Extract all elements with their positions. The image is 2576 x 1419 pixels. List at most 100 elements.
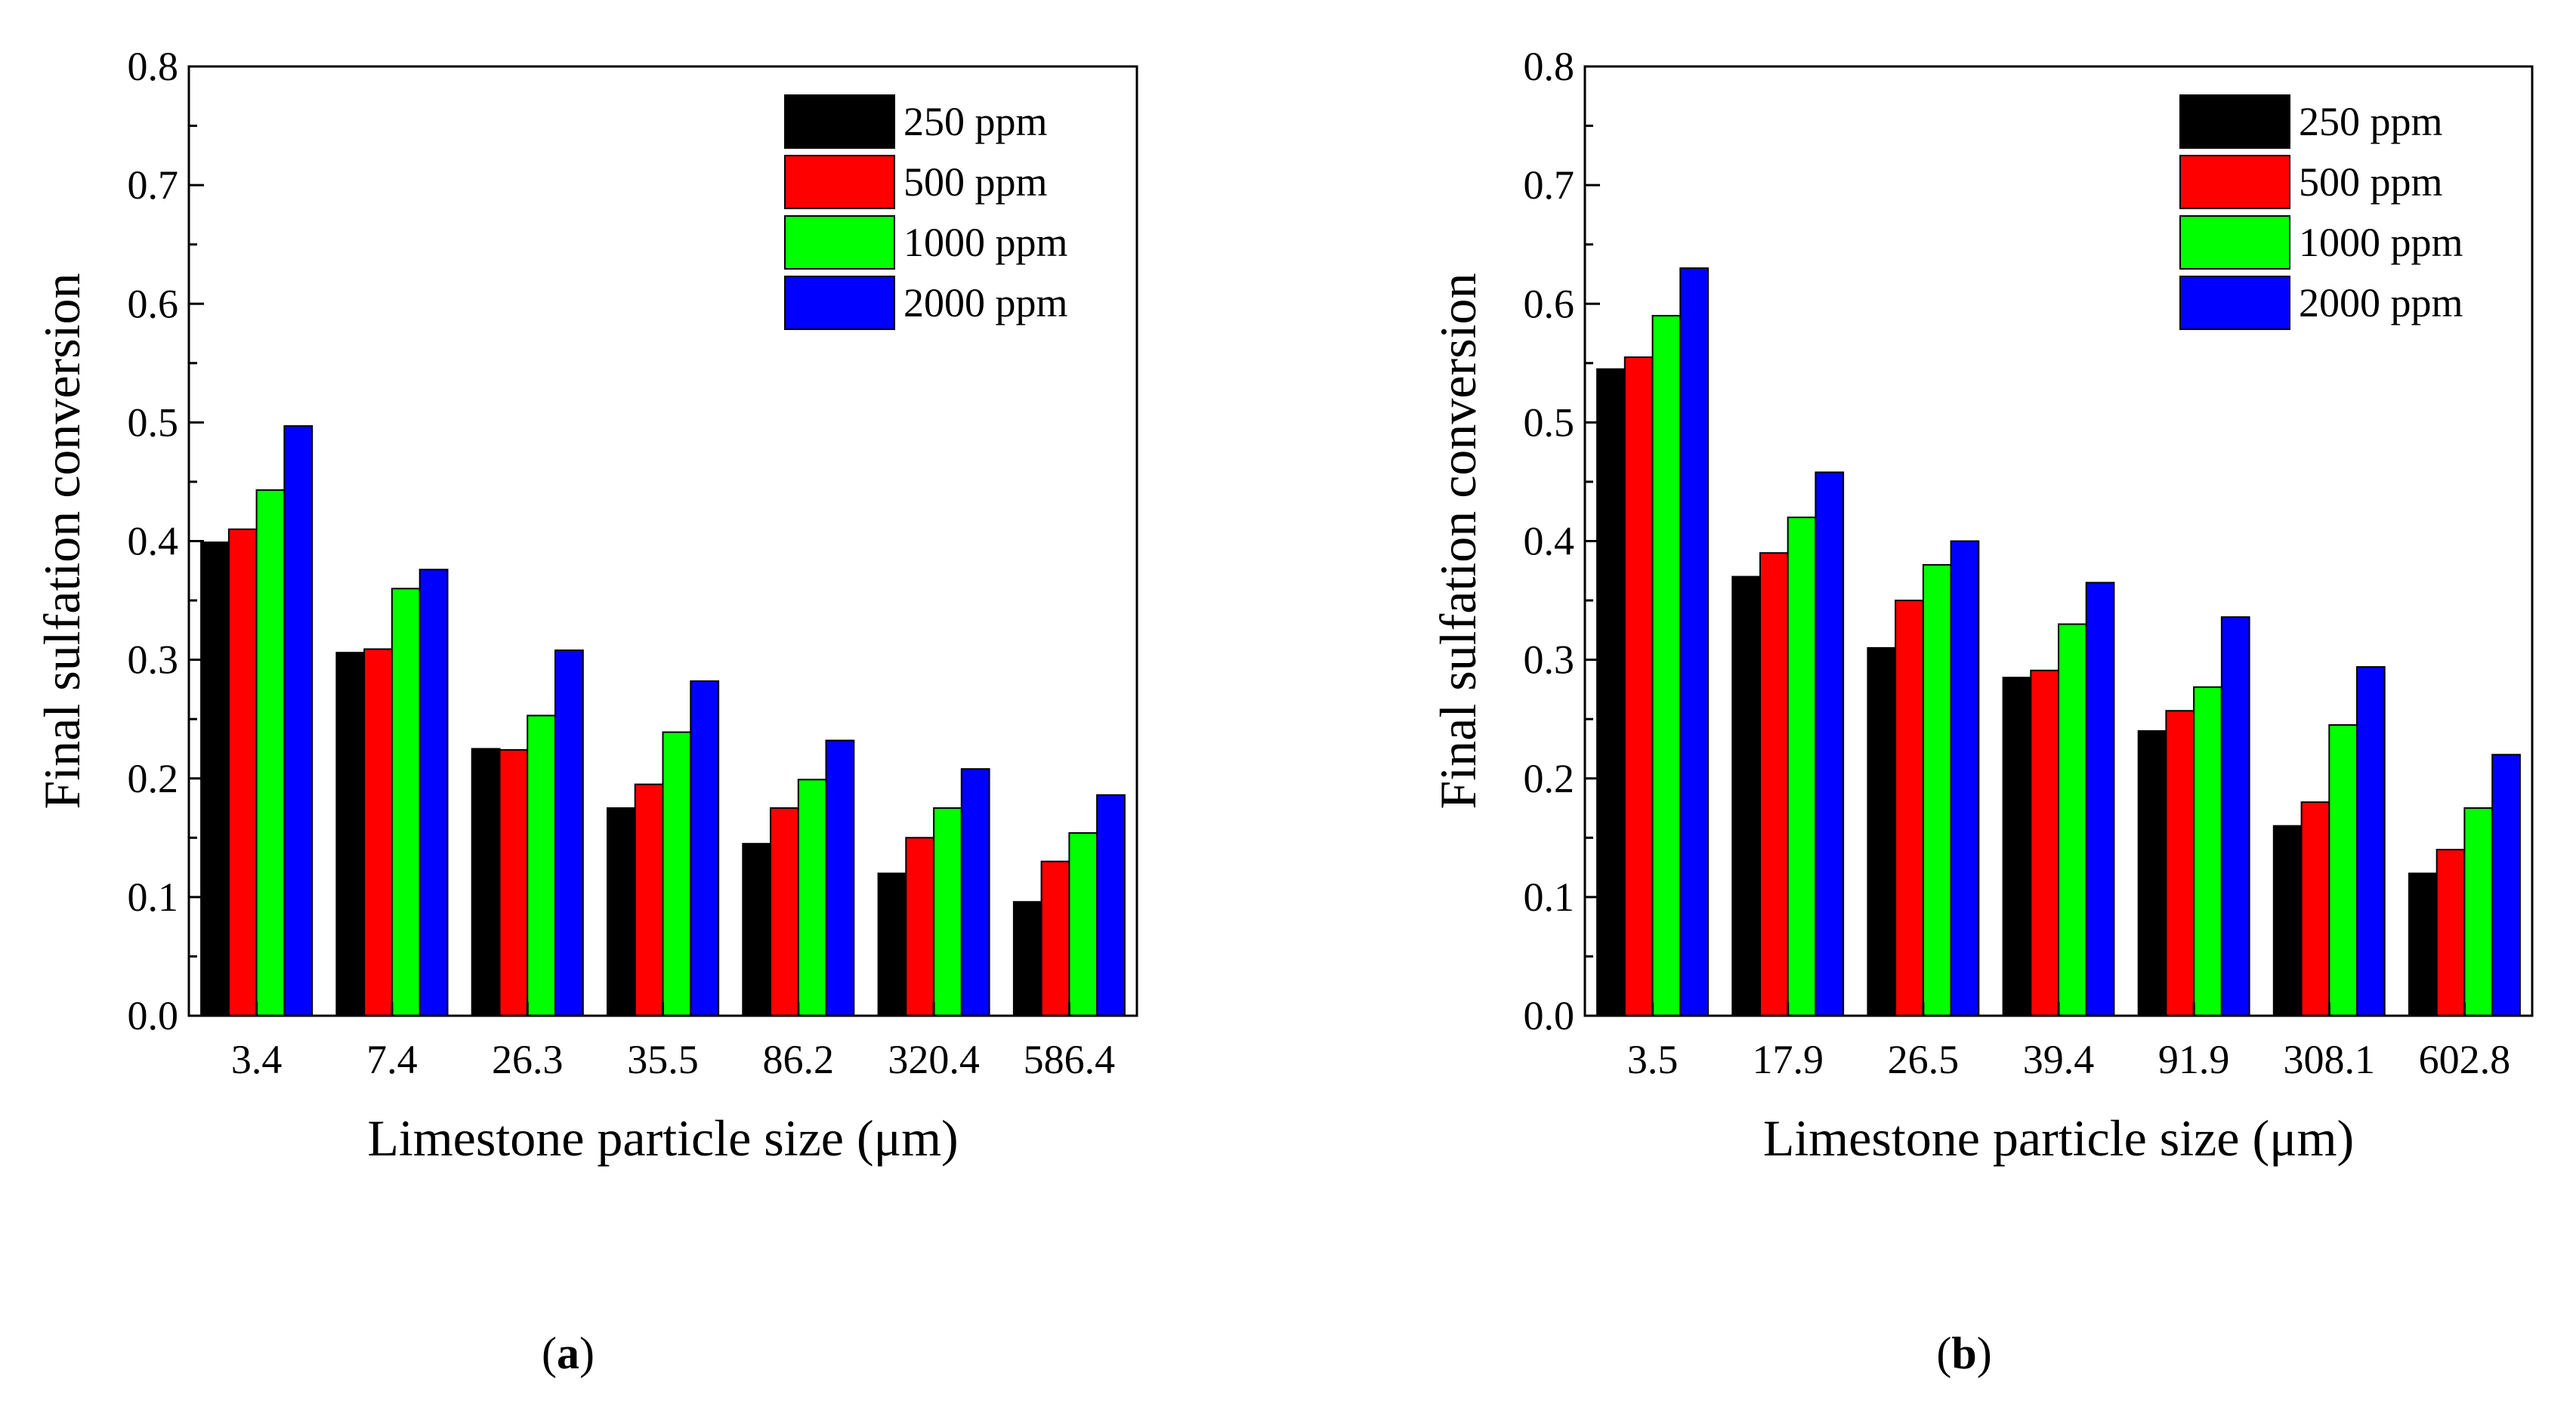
bar-2000-ppm-320-4 <box>960 768 990 1016</box>
bar-250-ppm-35-5 <box>607 807 636 1016</box>
legend-label-1000-ppm: 1000 ppm <box>2299 220 2463 265</box>
x-tick-label-35-5: 35.5 <box>627 1037 699 1082</box>
bar-500-ppm-3-4 <box>227 528 258 1016</box>
bar-500-ppm-26-3 <box>499 749 529 1016</box>
y-tick-label: 0.3 <box>1524 637 1575 683</box>
bar-2000-ppm-17-9 <box>1815 471 1845 1016</box>
y-tick-label: 0.6 <box>128 281 179 326</box>
x-tick-label-17-9: 17.9 <box>1752 1037 1824 1082</box>
legend-label-1000-ppm: 1000 ppm <box>903 220 1068 265</box>
bar-500-ppm-320-4 <box>905 837 935 1017</box>
x-tick-label-3-4: 3.4 <box>231 1037 283 1082</box>
legend-swatch-1000-ppm <box>2179 215 2290 270</box>
legend-swatch-500-ppm <box>2179 155 2290 209</box>
legend: 250 ppm 500 ppm 1000 ppm 2000 ppm <box>2179 94 2463 330</box>
legend-swatch-2000-ppm <box>784 276 895 330</box>
bar-500-ppm-3-5 <box>1623 356 1654 1016</box>
x-tick-label-26-5: 26.5 <box>1888 1037 1960 1082</box>
bar-250-ppm-7-4 <box>335 652 366 1016</box>
bar-2000-ppm-91-9 <box>2220 616 2250 1016</box>
panel-label-b-letter: b <box>1951 1328 1976 1378</box>
chart-panel-a: 0.0 0.1 0.2 0.3 0.4 0.5 0.6 0.7 0.8 3.4 7.4 26.3 35… <box>33 44 1138 1378</box>
bar-500-ppm-91-9 <box>2165 710 2195 1016</box>
legend-label-500-ppm: 500 ppm <box>903 159 1048 205</box>
legend-label-250-ppm: 250 ppm <box>2299 99 2443 144</box>
bar-2000-ppm-308-1 <box>2356 666 2386 1016</box>
bar-500-ppm-602-8 <box>2435 849 2466 1016</box>
bar-250-ppm-3-4 <box>200 541 230 1016</box>
bar-250-ppm-3-5 <box>1596 368 1626 1016</box>
bar-2000-ppm-7-4 <box>419 569 449 1016</box>
bars-group <box>1596 267 2521 1017</box>
bar-1000-ppm-586-4 <box>1068 832 1098 1016</box>
chart-panel-b: 0.00.10.20.30.40.50.60.70.8 3.5 17.9 26.5 3… <box>1429 44 2534 1378</box>
bar-2000-ppm-86-2 <box>825 739 855 1016</box>
legend-swatch-500-ppm <box>784 155 895 209</box>
y-tick-label: 0.1 <box>1524 875 1575 920</box>
bar-2000-ppm-3-4 <box>283 425 314 1016</box>
y-tick-label: 0.2 <box>128 756 179 801</box>
y-tick-label: 0.7 <box>1524 162 1575 208</box>
legend-label-2000-ppm: 2000 ppm <box>2299 280 2463 325</box>
bar-250-ppm-91-9 <box>2137 730 2167 1017</box>
bar-1000-ppm-602-8 <box>2463 807 2494 1016</box>
y-axis-label: Final sulfation conversion <box>1429 273 1487 809</box>
x-axis-ticks: 3.5 17.9 26.5 39.4 91.9 308.1 602.8 <box>1627 1002 2510 1082</box>
y-tick-label: 0.3 <box>128 637 179 683</box>
bar-250-ppm-320-4 <box>877 872 907 1016</box>
y-tick-label: 0.7 <box>128 162 179 208</box>
bar-500-ppm-308-1 <box>2300 801 2330 1016</box>
bar-1000-ppm-35-5 <box>662 731 692 1016</box>
legend-label-2000-ppm: 2000 ppm <box>903 280 1068 325</box>
legend-swatch-1000-ppm <box>784 215 895 270</box>
x-tick-label-86-2: 86.2 <box>763 1037 835 1082</box>
legend: 250 ppm 500 ppm 1000 ppm 2000 ppm <box>784 94 1068 330</box>
legend-swatch-250-ppm <box>2179 94 2290 149</box>
bar-2000-ppm-3-5 <box>1679 267 1710 1017</box>
bar-2000-ppm-586-4 <box>1096 794 1126 1016</box>
bar-250-ppm-308-1 <box>2272 825 2303 1016</box>
bar-250-ppm-26-5 <box>1867 646 1897 1017</box>
y-axis-ticks: 0.0 0.1 0.2 0.3 0.4 0.5 0.6 0.7 0.8 <box>1524 44 1600 1038</box>
bar-1000-ppm-308-1 <box>2328 724 2358 1016</box>
panel-label-a: (a) <box>542 1328 595 1378</box>
bar-1000-ppm-7-4 <box>391 588 421 1016</box>
bar-2000-ppm-26-3 <box>554 649 584 1016</box>
x-tick-label-602-8: 602.8 <box>2419 1037 2511 1082</box>
bar-1000-ppm-320-4 <box>933 807 962 1016</box>
y-tick-label: 0.0 <box>128 993 179 1038</box>
bar-1000-ppm-91-9 <box>2193 686 2222 1016</box>
legend-swatch-250-ppm <box>784 94 895 149</box>
bar-250-ppm-17-9 <box>1731 575 1762 1016</box>
bar-500-ppm-7-4 <box>363 648 394 1016</box>
bars-group <box>200 425 1126 1017</box>
x-tick-label-26-3: 26.3 <box>492 1037 564 1082</box>
y-tick-label: 0.8 <box>128 44 179 89</box>
x-axis-label: Limestone particle size (μm) <box>367 1109 958 1167</box>
panel-label-a-letter: a <box>557 1328 579 1378</box>
bar-2000-ppm-35-5 <box>690 680 720 1017</box>
bar-2000-ppm-39-4 <box>2085 581 2115 1016</box>
bar-1000-ppm-26-5 <box>1922 563 1952 1016</box>
bar-1000-ppm-17-9 <box>1787 517 1817 1016</box>
x-axis-ticks: 3.4 7.4 26.3 35.5 86.2 320.4 586.4 <box>231 1002 1115 1082</box>
x-tick-label-586-4: 586.4 <box>1024 1037 1116 1082</box>
y-axis-ticks: 0.0 0.1 0.2 0.3 0.4 0.5 0.6 0.7 0.8 <box>128 44 204 1038</box>
y-tick-label: 0.4 <box>1524 519 1575 564</box>
bar-500-ppm-26-5 <box>1895 600 1924 1016</box>
bar-500-ppm-586-4 <box>1040 860 1070 1016</box>
y-tick-label: 0.4 <box>128 519 179 564</box>
y-tick-label: 0.8 <box>1524 44 1575 89</box>
bar-2000-ppm-26-5 <box>1950 540 1980 1016</box>
x-tick-label-7-4: 7.4 <box>366 1037 418 1082</box>
y-axis-label: Final sulfation conversion <box>33 273 91 809</box>
bar-2000-ppm-602-8 <box>2491 754 2521 1016</box>
bar-250-ppm-39-4 <box>2002 677 2032 1016</box>
bar-1000-ppm-39-4 <box>2058 623 2087 1016</box>
y-tick-label: 0.1 <box>128 875 179 920</box>
x-tick-label-320-4: 320.4 <box>888 1037 980 1082</box>
bar-1000-ppm-26-3 <box>527 714 557 1016</box>
bar-500-ppm-35-5 <box>634 783 664 1016</box>
bar-500-ppm-17-9 <box>1759 552 1789 1016</box>
